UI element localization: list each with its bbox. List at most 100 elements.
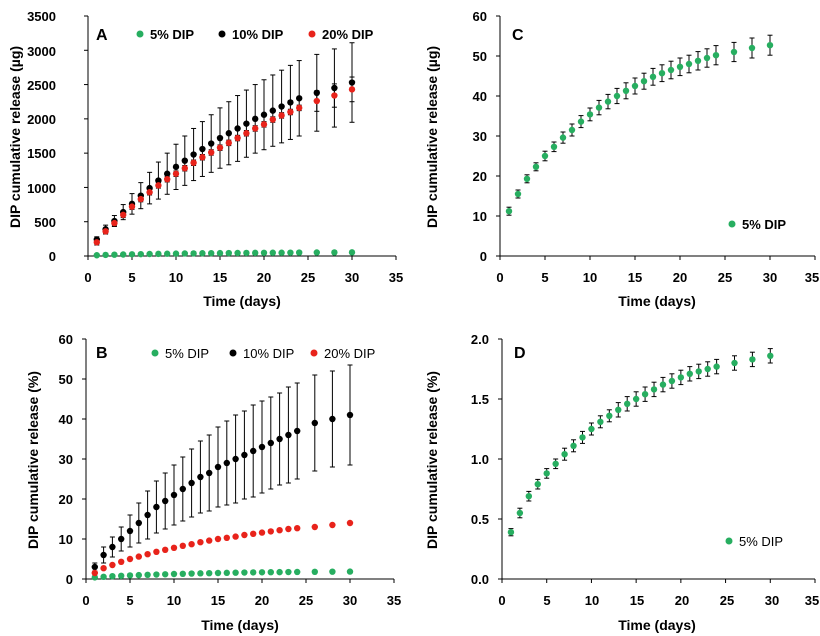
data-point [225,249,232,257]
legend-marker [725,537,733,545]
data-point [214,463,222,471]
y-tick-label: 40 [59,412,73,427]
data-point [164,250,171,257]
data-point [243,249,250,257]
data-point [532,163,540,170]
data-point [294,568,301,576]
data-point [695,368,702,375]
data-point [172,250,180,257]
data-point [296,104,303,112]
data-point [260,111,268,118]
data-point [703,54,711,62]
data-point [676,63,684,70]
data-point [641,391,649,398]
data-point [162,546,169,553]
data-point [135,519,142,527]
y-axis-title: DIP cumulative release (%) [25,371,41,549]
data-point [179,570,186,577]
data-point [331,92,338,99]
data-point [109,561,116,569]
x-tick-label: 15 [628,270,642,285]
data-point [624,400,631,407]
data-point [100,565,107,572]
data-point [100,573,107,580]
data-point [188,570,195,577]
data-point [170,491,178,499]
data-point [507,529,515,536]
x-tick-label: 35 [805,593,819,608]
data-point [181,250,188,257]
legend-label: 5% DIP [165,346,209,361]
data-series [91,519,354,577]
data-point [346,411,354,419]
data-point [241,569,248,576]
data-point [704,365,711,373]
data-point [550,143,558,150]
data-point [206,570,213,577]
data-point [162,571,169,578]
data-point [346,519,354,527]
data-point [153,503,160,511]
data-point [278,112,285,119]
data-point [250,447,257,455]
data-point [278,249,285,256]
data-series [93,76,356,246]
data-point [767,352,774,359]
data-point [128,251,136,258]
data-point [179,485,186,493]
data-point [713,363,720,370]
plot-area [498,338,816,583]
legend-label: 10% DIP [243,346,294,361]
data-point [311,419,318,427]
data-point [111,219,118,227]
data-point [250,569,257,576]
data-point [128,203,136,210]
data-point [91,569,99,577]
data-point [258,443,266,451]
data-point [604,98,612,105]
data-point [170,544,178,551]
plot-area [84,15,397,260]
y-tick-label: 50 [473,49,487,64]
data-point [294,427,301,435]
data-point [287,249,294,256]
data-point [667,66,675,74]
data-point [223,459,230,467]
y-tick-label: 0 [480,249,487,264]
data-point [188,479,195,487]
legend-marker [136,30,144,38]
data-point [541,152,549,160]
panel-letter-c: C [512,27,524,44]
x-tick-label: 35 [805,270,819,285]
data-point [232,455,239,463]
data-point [199,145,206,153]
data-point [631,82,639,90]
data-point [181,157,188,164]
x-tick-label: 5 [128,270,135,285]
data-point [118,558,125,565]
data-point [216,249,224,257]
y-tick-label: 20 [59,492,73,507]
y-tick-label: 3500 [27,9,56,24]
x-tick-label: 25 [301,270,315,285]
y-tick-label: 0.0 [471,572,489,587]
x-tick-label: 30 [343,593,357,608]
data-series [93,42,356,243]
x-tick-label: 15 [213,270,227,285]
data-point [188,541,195,548]
data-point [685,60,693,68]
data-point [208,249,215,257]
data-point [543,470,550,477]
data-point [241,531,248,539]
data-point [100,551,107,559]
data-point [208,140,215,147]
data-point [269,116,276,123]
data-point [232,569,239,576]
data-point [179,542,186,549]
data-point [577,118,585,125]
data-point [197,570,204,577]
data-point [225,130,232,137]
data-point [285,568,292,576]
panel-b: 60 50 40 30 20 10 0 0 5 10 15 20 25 30 3… [25,332,401,633]
data-point [677,374,685,381]
